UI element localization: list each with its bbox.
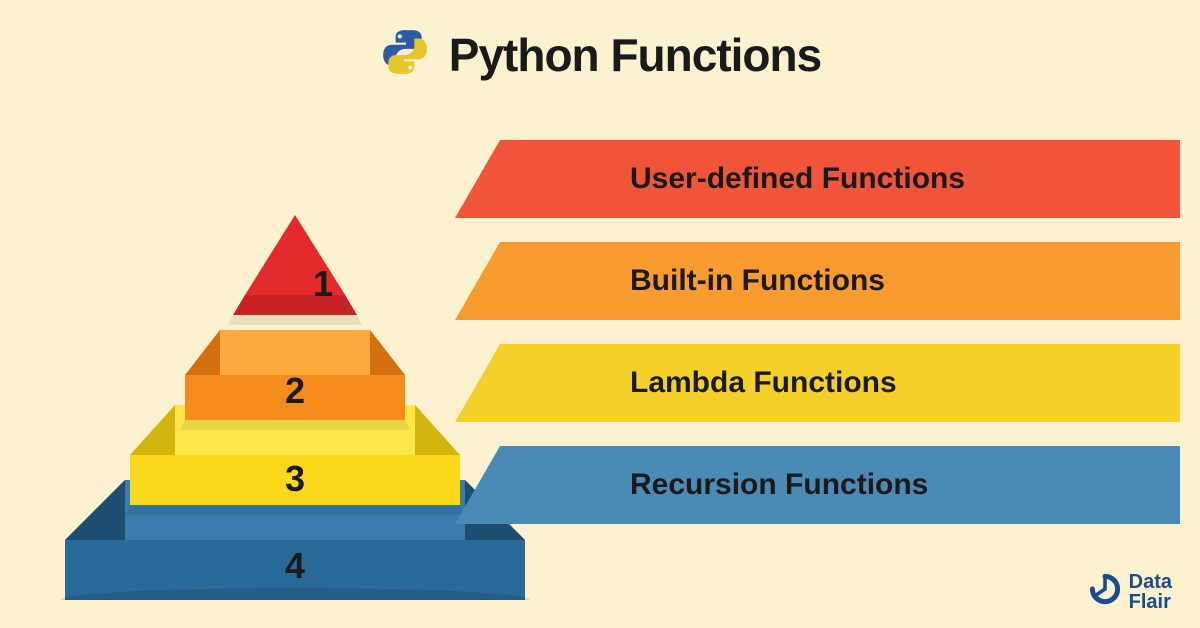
bar-label-1: User-defined Functions [630, 162, 965, 196]
logo-text: Data Flair [1129, 572, 1172, 612]
content-area: 1 2 3 4 User-defined Functions Built-in … [0, 120, 1200, 628]
pyramid-number-4: 4 [285, 545, 305, 587]
header: Python Functions [0, 0, 1200, 83]
label-bars: User-defined Functions Built-in Function… [500, 140, 1180, 524]
bar-1: User-defined Functions [500, 140, 1180, 218]
bar-label-3: Lambda Functions [630, 366, 897, 400]
brand-logo: Data Flair [1087, 571, 1172, 612]
pyramid-number-2: 2 [285, 370, 305, 412]
bar-3: Lambda Functions [500, 344, 1180, 422]
python-icon [379, 26, 431, 83]
bar-2: Built-in Functions [500, 242, 1180, 320]
logo-icon [1087, 571, 1123, 612]
pyramid-number-3: 3 [285, 458, 305, 500]
bar-label-4: Recursion Functions [630, 468, 928, 502]
page-title: Python Functions [449, 28, 821, 82]
pyramid-number-1: 1 [313, 263, 333, 305]
bar-label-2: Built-in Functions [630, 264, 885, 298]
bar-4: Recursion Functions [500, 446, 1180, 524]
